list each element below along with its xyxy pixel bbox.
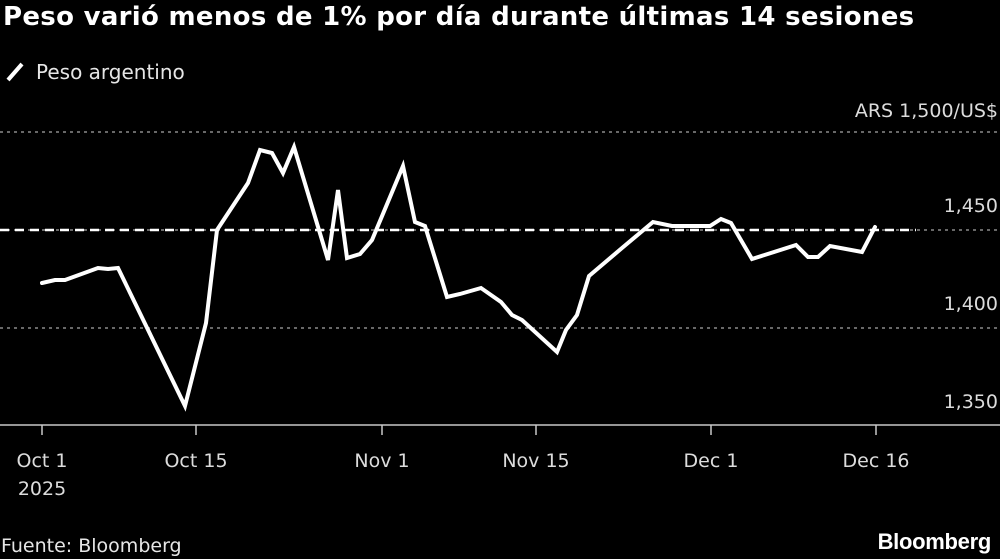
x-axis-ticks	[41, 425, 877, 435]
x-tick-dec-16: Dec 16	[843, 447, 910, 475]
bloomberg-logo: Bloomberg	[877, 529, 992, 554]
x-tick-label: Nov 15	[502, 450, 570, 472]
series-line-peso-argentino	[40, 141, 877, 412]
x-tick-nov-15: Nov 15	[502, 447, 569, 475]
x-tick-dec-1: Dec 1	[684, 447, 739, 475]
y-axis-unit-label: ARS 1,500/US$	[854, 100, 998, 122]
x-tick-oct-1: Oct 1 2025	[17, 447, 68, 503]
x-tick-label: Oct 1	[16, 450, 68, 472]
x-tick-year-label: 2025	[17, 478, 67, 500]
legend-label-peso: Peso argentino	[36, 60, 185, 84]
legend: Peso argentino	[4, 58, 185, 86]
x-tick-label: Nov 1	[354, 450, 410, 472]
x-tick-label: Dec 16	[842, 450, 910, 472]
x-tick-nov-1: Nov 1	[354, 447, 409, 475]
x-tick-oct-15: Oct 15	[164, 447, 227, 475]
line-swatch-icon	[6, 62, 24, 82]
chart-title: Peso varió menos de 1% por día durante ú…	[3, 2, 915, 32]
y-tick-1450: 1,450	[943, 195, 998, 217]
x-tick-label: Oct 15	[164, 450, 228, 472]
y-tick-1400: 1,400	[943, 293, 998, 315]
source-note: Fuente: Bloomberg	[1, 535, 182, 557]
x-tick-label: Dec 1	[683, 450, 739, 472]
y-tick-1350: 1,350	[943, 391, 998, 413]
